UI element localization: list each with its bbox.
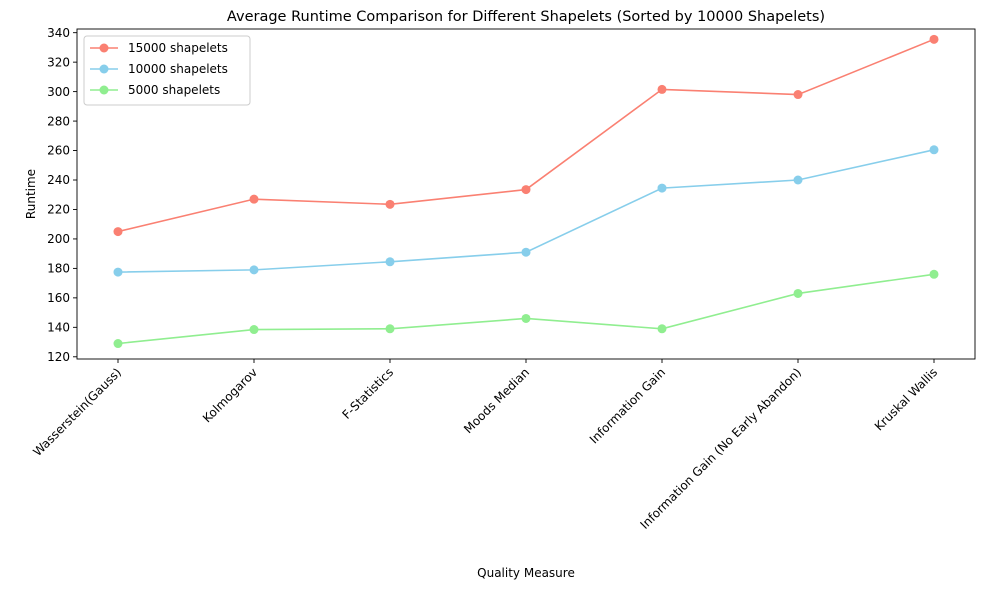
data-point <box>793 288 803 298</box>
y-tick-label: 240 <box>47 173 70 187</box>
y-tick-label: 140 <box>47 321 70 335</box>
y-tick-label: 280 <box>47 114 70 128</box>
data-point <box>385 257 395 267</box>
series-layer <box>113 34 939 349</box>
data-point <box>521 247 531 257</box>
data-point <box>657 324 667 334</box>
y-tick-label: 120 <box>47 350 70 364</box>
legend-item: 10000 shapelets <box>90 62 228 76</box>
legend-label: 5000 shapelets <box>128 83 220 97</box>
series-3 <box>113 269 939 349</box>
data-point <box>113 339 123 349</box>
data-point <box>657 183 667 193</box>
data-point <box>929 145 939 155</box>
x-axis-title: Quality Measure <box>477 566 575 580</box>
data-point <box>385 324 395 334</box>
data-point <box>521 313 531 323</box>
data-point <box>793 175 803 185</box>
y-tick-label: 260 <box>47 144 70 158</box>
data-point <box>929 34 939 44</box>
chart-title: Average Runtime Comparison for Different… <box>227 9 825 25</box>
data-point <box>929 269 939 279</box>
data-point <box>793 90 803 100</box>
data-point <box>657 84 667 94</box>
legend-label: 15000 shapelets <box>128 41 228 55</box>
y-tick-label: 220 <box>47 203 70 217</box>
y-tick-label: 340 <box>47 26 70 40</box>
data-point <box>521 185 531 195</box>
data-point <box>249 194 259 204</box>
legend-marker <box>99 64 109 74</box>
legend-marker <box>99 85 109 95</box>
y-tick-label: 200 <box>47 232 70 246</box>
series-1 <box>113 34 939 237</box>
data-point <box>249 325 259 335</box>
legend: 15000 shapelets 10000 shapelets 5000 shape… <box>83 35 251 106</box>
legend-item: 15000 shapelets <box>90 41 228 55</box>
data-point <box>113 267 123 277</box>
y-tick-label: 300 <box>47 85 70 99</box>
y-tick-label: 180 <box>47 262 70 276</box>
legend-item: 5000 shapelets <box>90 83 220 97</box>
series-2 <box>113 145 939 277</box>
data-point <box>385 199 395 209</box>
y-tick-label: 160 <box>47 291 70 305</box>
legend-box <box>83 35 251 106</box>
data-point <box>113 227 123 237</box>
y-axis-title: Runtime <box>24 169 38 219</box>
y-tick-label: 320 <box>47 55 70 69</box>
legend-label: 10000 shapelets <box>128 62 228 76</box>
legend-marker <box>99 43 109 53</box>
data-point <box>249 265 259 275</box>
